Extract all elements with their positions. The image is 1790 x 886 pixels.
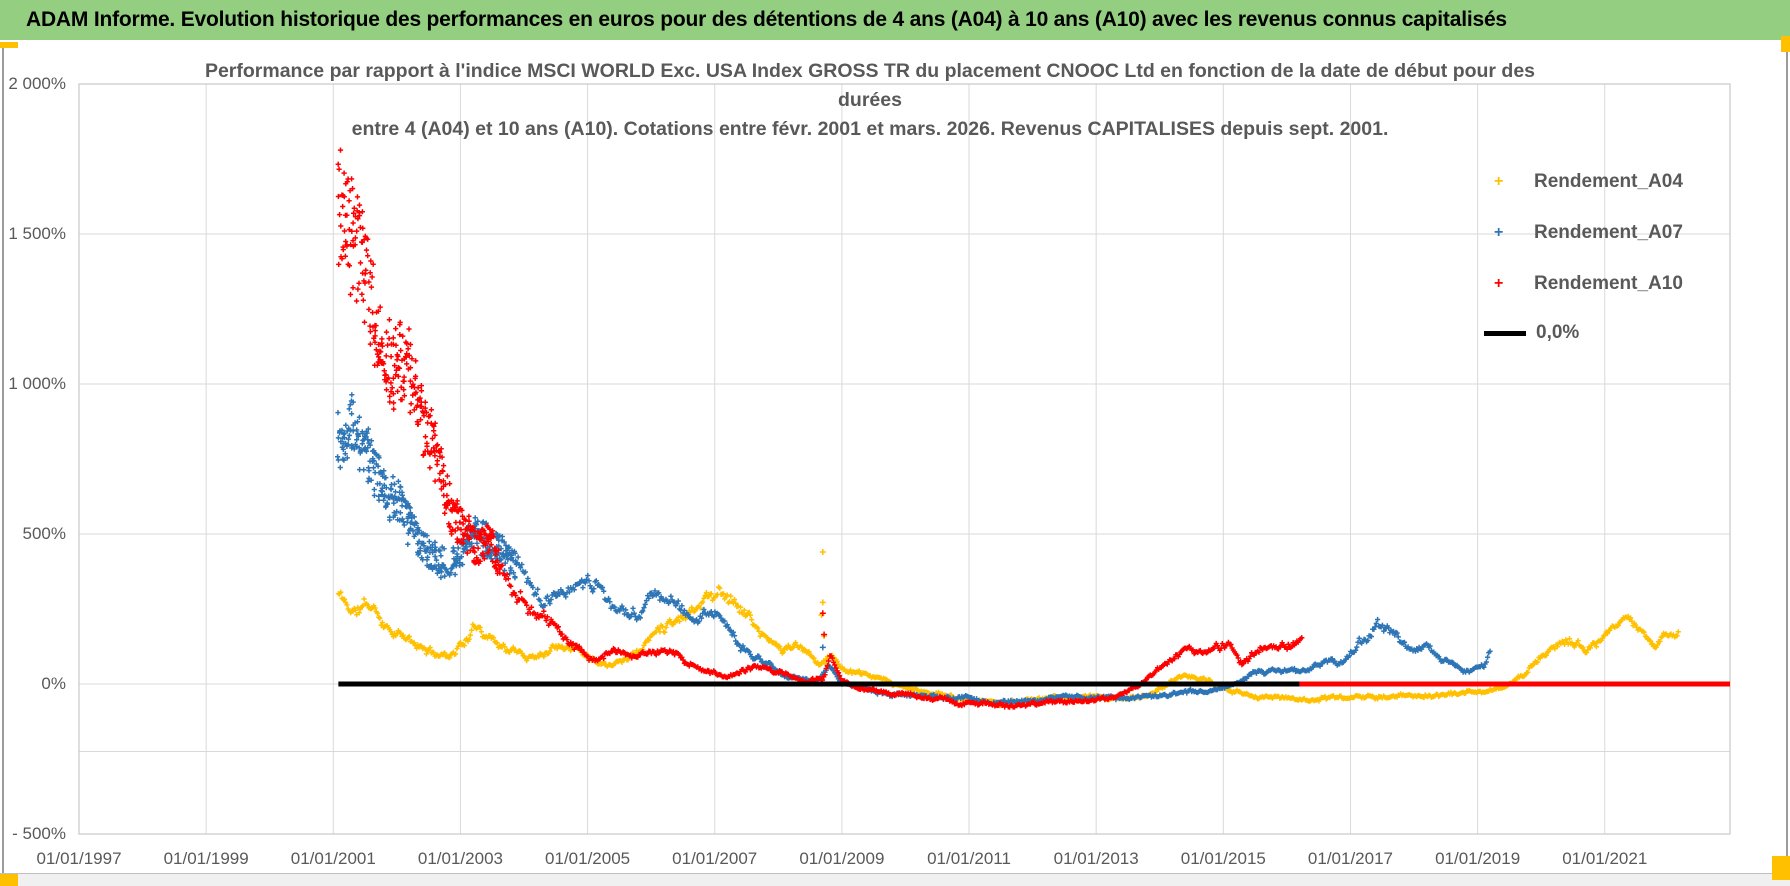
accent-bottom-left xyxy=(0,874,18,886)
plus-marker-icon: + xyxy=(1494,173,1504,190)
accent-top-right xyxy=(1781,36,1790,52)
accent-top-left xyxy=(0,42,18,48)
x-axis-tick-label: 01/01/2007 xyxy=(672,849,758,868)
window-right-border xyxy=(1786,42,1788,872)
legend-item-rendement-a07[interactable]: + Rendement_A07 xyxy=(1484,218,1774,248)
x-axis-tick-label: 01/01/2003 xyxy=(417,849,503,868)
legend-item-rendement-a04[interactable]: + Rendement_A04 xyxy=(1484,167,1774,197)
legend-plus-marker-icon: + xyxy=(1484,275,1534,293)
zero-line-icon xyxy=(1484,330,1526,336)
legend-label: Rendement_A04 xyxy=(1534,171,1683,192)
x-axis-tick-label: 01/01/2017 xyxy=(1307,849,1393,868)
legend-item-0-0-[interactable]: 0,0% xyxy=(1484,318,1774,348)
x-axis-tick-label: 01/01/1997 xyxy=(36,849,122,868)
y-axis-tick-label: 0% xyxy=(41,674,66,693)
x-axis-tick-label: 01/01/2011 xyxy=(927,849,1011,868)
plot-border xyxy=(78,83,1731,835)
series-Rendement_A10 xyxy=(335,147,1305,710)
window-title-text: ADAM Informe. Evolution historique des p… xyxy=(26,8,1507,31)
y-axis-tick-label: 500% xyxy=(22,524,66,543)
window-title-bar: ADAM Informe. Evolution historique des p… xyxy=(0,0,1790,42)
x-axis-tick-label: 01/01/2005 xyxy=(545,849,631,868)
y-axis-tick-label: 1 500% xyxy=(8,224,66,243)
y-axis-tick-label: - 500% xyxy=(12,824,66,843)
plus-marker-icon: + xyxy=(1494,224,1504,241)
legend-label: Rendement_A10 xyxy=(1534,273,1683,294)
x-axis-tick-label: 01/01/1999 xyxy=(163,849,249,868)
x-axis-tick-label: 01/01/2015 xyxy=(1180,849,1266,868)
legend-label: 0,0% xyxy=(1536,322,1580,343)
legend-item-rendement-a10[interactable]: + Rendement_A10 xyxy=(1484,269,1774,299)
x-axis-tick-label: 01/01/2013 xyxy=(1053,849,1139,868)
bottom-scroll-strip[interactable] xyxy=(0,874,1790,886)
window-left-border xyxy=(2,42,4,886)
y-axis-tick-label: 1 000% xyxy=(8,374,66,393)
legend-line-swatch xyxy=(1484,330,1534,336)
series-Rendement_A04 xyxy=(335,549,1681,709)
series-Rendement_A07 xyxy=(335,392,1493,708)
legend-plus-marker-icon: + xyxy=(1484,173,1534,191)
legend-plus-marker-icon: + xyxy=(1484,224,1534,242)
bottom-divider-line xyxy=(0,873,1790,874)
accent-bottom-right xyxy=(1772,856,1790,880)
x-axis-tick-label: 01/01/2001 xyxy=(290,849,376,868)
y-axis-tick-label: 2 000% xyxy=(8,74,66,93)
x-axis-tick-label: 01/01/2019 xyxy=(1435,849,1521,868)
legend-label: Rendement_A07 xyxy=(1534,222,1683,243)
x-axis-tick-label: 01/01/2021 xyxy=(1562,849,1648,868)
x-axis-tick-label: 01/01/2009 xyxy=(799,849,885,868)
plus-marker-icon: + xyxy=(1494,275,1504,292)
